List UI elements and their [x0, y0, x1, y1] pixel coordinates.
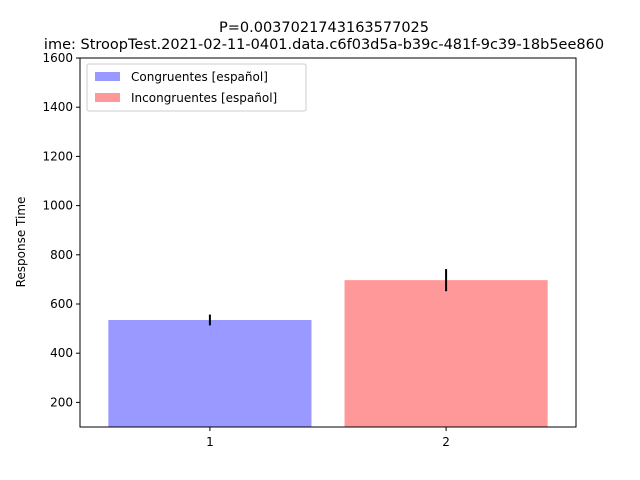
y-axis-label: Response Time	[14, 197, 28, 288]
y-tick-label-1: 400	[50, 346, 73, 360]
y-tick-label-7: 1600	[42, 51, 73, 65]
chart-title-line-1: P=0.0037021743163577025	[219, 20, 429, 36]
axes-frame	[79, 57, 577, 428]
legend-swatch-1	[95, 72, 120, 81]
errorbars-layer	[208, 269, 448, 326]
y-tick-label-2: 600	[50, 297, 73, 311]
y-tick-label-3: 800	[50, 248, 73, 262]
legend-entries: Congruentes [español] Incongruentes [espa…	[95, 70, 277, 105]
y-tick-label-4: 1000	[42, 199, 73, 213]
legend-label-2: Incongruentes [español]	[131, 91, 277, 105]
y-tick-label-6: 1400	[42, 100, 73, 114]
y-tick-label-5: 1200	[42, 149, 73, 163]
legend-box	[86, 63, 307, 112]
legend: Congruentes [español] Incongruentes [espa…	[86, 63, 307, 112]
legend-swatch-2	[95, 93, 120, 102]
y-axis-ticks: 200 400 600 800 1000 1200 1400 1600	[42, 51, 80, 409]
legend-label-1: Congruentes [español]	[131, 70, 268, 84]
y-tick-label-0: 200	[50, 395, 73, 409]
chart-title-line-2: ime: StroopTest.2021-02-11-0401.data.c6f…	[44, 37, 604, 53]
bar-2	[344, 280, 548, 427]
x-tick-label-1: 2	[442, 435, 450, 449]
x-tick-label-0: 1	[206, 435, 214, 449]
bar-1	[108, 319, 312, 427]
bars-layer	[108, 280, 548, 427]
